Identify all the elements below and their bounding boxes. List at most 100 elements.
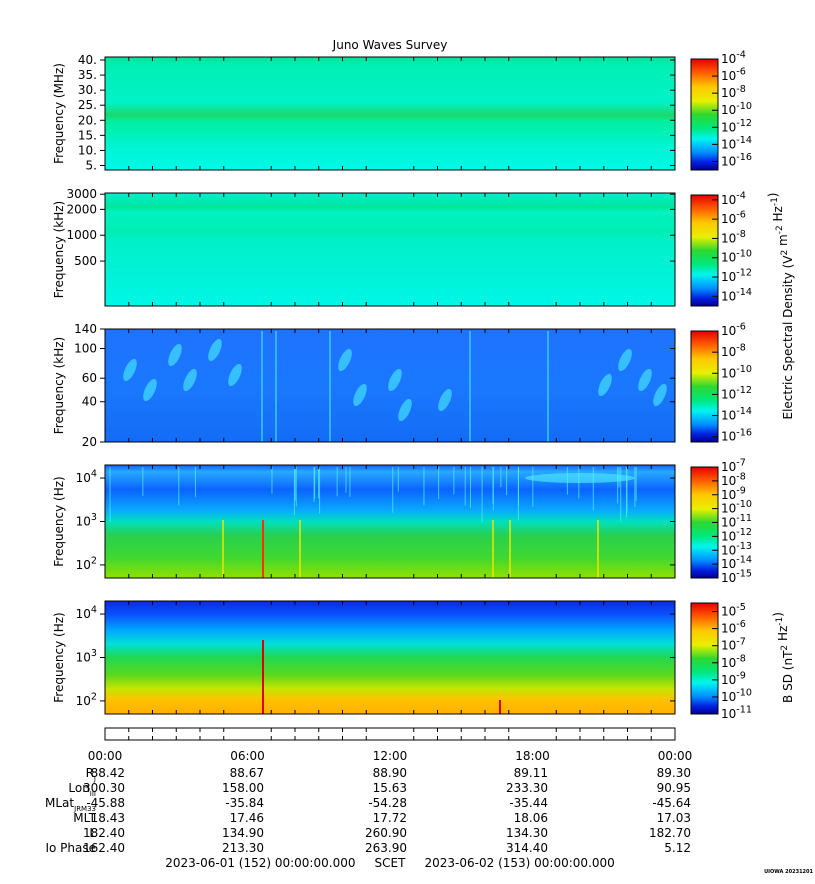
spectrogram-features-3 xyxy=(123,331,667,442)
ephemeris-label: L xyxy=(89,826,96,840)
colorbar-label: 10-8 xyxy=(721,343,746,359)
time-range: 2023-06-01 (152) 00:00:00.000 SCET 2023-… xyxy=(165,856,615,870)
chart-title: Juno Waves Survey xyxy=(332,38,448,52)
ephemeris-value: -54.28 xyxy=(368,796,407,810)
ytick-label: 35. xyxy=(78,68,97,82)
ylabel: Frequency (MHz) xyxy=(52,63,66,164)
spectrogram-2 xyxy=(105,193,675,306)
ephemeris-value: -45.64 xyxy=(652,796,691,810)
ephemeris-value: -35.84 xyxy=(225,796,264,810)
ytick-label: 25. xyxy=(78,98,97,112)
colorbar-label: 10-7 xyxy=(721,636,746,652)
ephemeris-value: 18.43 xyxy=(91,811,125,825)
colorbar-label: 10-6 xyxy=(721,67,746,83)
ephemeris-value: 17.72 xyxy=(373,811,407,825)
colorbar-label: 10-8 xyxy=(721,84,746,100)
spectrogram-5 xyxy=(105,601,675,714)
colorbar-title-electric: Electric Spectral Density (V2 m-2 Hz-1) xyxy=(766,192,795,419)
ytick-label: 40 xyxy=(82,395,97,409)
colorbar-label: 10-15 xyxy=(721,569,752,585)
ytick-label: 10. xyxy=(78,143,97,157)
ylabel: Frequency (Hz) xyxy=(52,476,66,567)
colorbar-label: 10-6 xyxy=(721,322,746,338)
colorbar-label: 10-10 xyxy=(721,101,752,117)
time-tick-label: 06:00 xyxy=(230,749,265,763)
colorbar-label: 10-13 xyxy=(721,541,752,557)
colorbar-label: 10-12 xyxy=(721,118,752,134)
time-tick-label: 12:00 xyxy=(373,749,408,763)
colorbar-label: 10-12 xyxy=(721,527,752,543)
colorbar-label: 10-14 xyxy=(721,135,752,151)
ephemeris-label: MLT xyxy=(73,811,96,825)
ephemeris-value: -45.88 xyxy=(86,796,125,810)
ytick-label: 100 xyxy=(74,342,97,356)
ephemeris-label: MLatJRM33 xyxy=(45,796,96,813)
time-tick-label: 18:00 xyxy=(515,749,550,763)
ephemeris-value: 15.63 xyxy=(373,781,407,795)
ylabel: Frequency (kHz) xyxy=(52,337,66,434)
colorbar-label: 10-14 xyxy=(721,406,752,422)
colorbar-label: 10-8 xyxy=(721,653,746,669)
colorbar-label: 10-14 xyxy=(721,555,752,571)
ephemeris-value: 213.30 xyxy=(222,841,264,855)
ephemeris-value: 263.90 xyxy=(365,841,407,855)
ytick-label: 104 xyxy=(76,605,97,621)
ephemeris-label: LonIII xyxy=(68,781,96,798)
colorbar-label: 10-4 xyxy=(721,190,746,206)
ytick-label: 102 xyxy=(76,692,97,708)
spectrogram-1 xyxy=(105,57,675,170)
colorbar-4: 10-710-810-910-1010-1110-1210-1310-1410-… xyxy=(690,458,752,585)
ytick-label: 102 xyxy=(76,556,97,572)
ylabel: Frequency (Hz) xyxy=(52,612,66,703)
spectrogram-features-4 xyxy=(109,467,637,578)
colorbar-label: 10-8 xyxy=(721,471,746,487)
colorbar-label: 10-6 xyxy=(721,619,746,635)
ytick-label: 40. xyxy=(78,53,97,67)
ytick-label: 1000 xyxy=(66,228,97,242)
colorbar-label: 10-4 xyxy=(721,50,746,66)
ephemeris-value: 88.67 xyxy=(230,766,264,780)
colorbar-label: 10-12 xyxy=(721,268,752,284)
colorbar-label: 10-16 xyxy=(721,427,752,443)
ephemeris-value: 90.95 xyxy=(657,781,691,795)
colorbar-label: 10-14 xyxy=(721,287,752,303)
spectrogram-panels: 40.35.30.25.20.15.10.5. Frequency (MHz) 10… xyxy=(52,50,795,721)
ephemeris-value: 89.11 xyxy=(514,766,548,780)
ytick-label: 3000 xyxy=(66,187,97,201)
ephemeris-label: RJ xyxy=(86,766,96,783)
spectrogram-features-5 xyxy=(262,640,501,714)
ephemeris-value: 260.90 xyxy=(365,826,407,840)
colorbar-label: 10-10 xyxy=(721,364,752,380)
corner-tag: UIOWA 20231201 xyxy=(764,869,813,875)
ytick-label: 140 xyxy=(74,322,97,336)
ephemeris-value: 158.00 xyxy=(222,781,264,795)
ephemeris-value: 162.40 xyxy=(83,841,125,855)
colorbar-label: 10-10 xyxy=(721,248,752,264)
ylabel: Frequency (kHz) xyxy=(52,201,66,298)
ytick-label: 103 xyxy=(76,512,97,528)
ephemeris-value: 182.40 xyxy=(83,826,125,840)
colorbar-3: 10-6 10-8 10-10 10-12 10-14 10-16 xyxy=(690,322,752,444)
ephemeris-value: 134.90 xyxy=(222,826,264,840)
colorbar-label: 10-11 xyxy=(721,513,752,529)
ytick-label: 15. xyxy=(78,128,97,142)
colorbar-label: 10-11 xyxy=(721,705,752,721)
ephemeris-value: 233.30 xyxy=(506,781,548,795)
ephemeris-value: 88.42 xyxy=(91,766,125,780)
ephemeris-value: 18.06 xyxy=(514,811,548,825)
ytick-label: 104 xyxy=(76,469,97,485)
ytick-label: 5. xyxy=(86,158,97,172)
ytick-label: 60 xyxy=(82,371,97,385)
time-tick-label: 00:00 xyxy=(88,749,123,763)
colorbar-label: 10-16 xyxy=(721,152,752,168)
ephemeris-value: 134.30 xyxy=(506,826,548,840)
ephemeris-value: 314.40 xyxy=(506,841,548,855)
ephemeris-label: Io Phase xyxy=(45,841,96,855)
colorbar-title-magnetic: B SD (nT2 Hz-1) xyxy=(771,612,795,703)
ytick-label: 30. xyxy=(78,83,97,97)
